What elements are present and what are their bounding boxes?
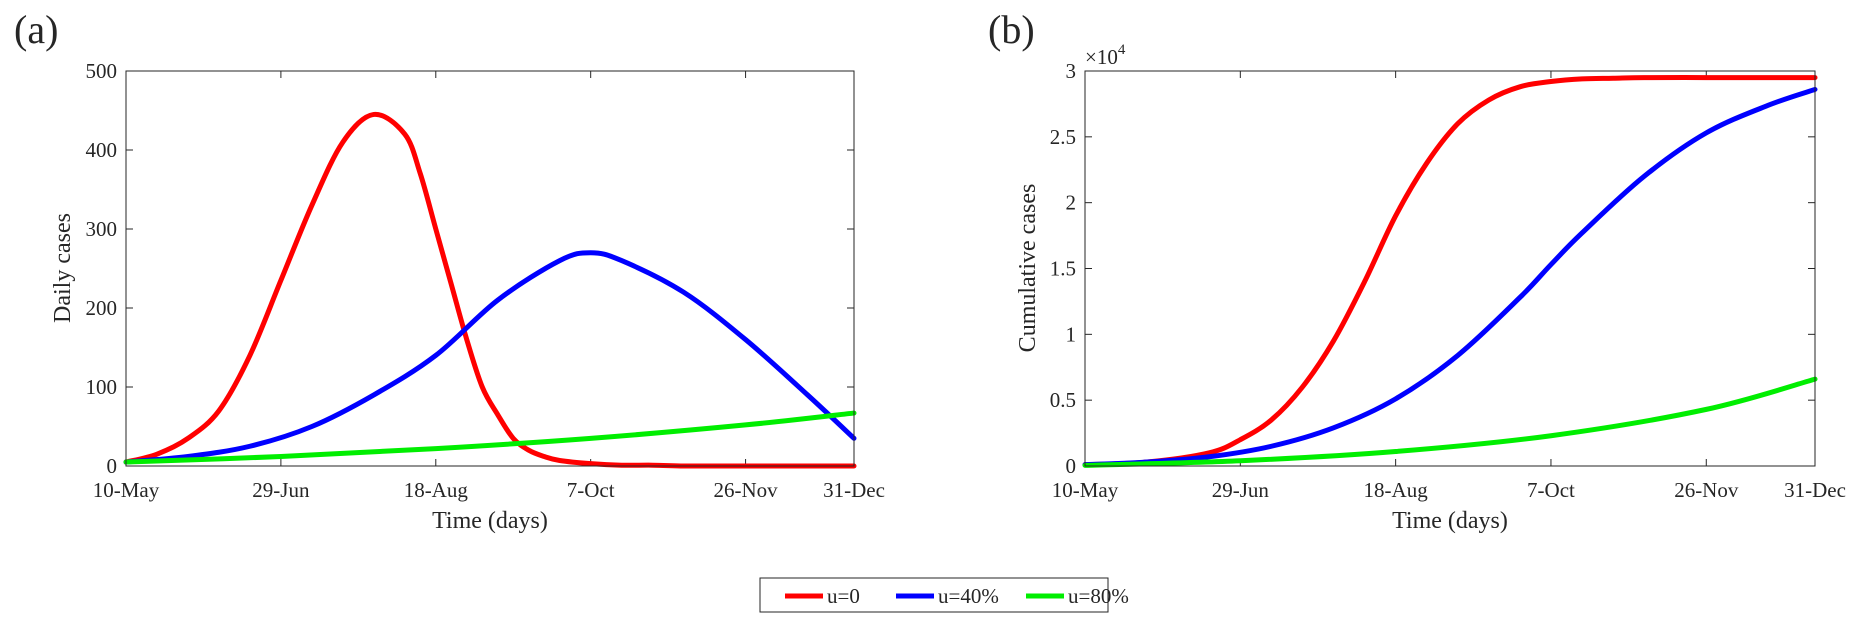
x-tick-label: 26-Nov [713, 478, 778, 502]
panel-b-series [1082, 75, 1818, 468]
panel-a-plot-area [125, 70, 855, 467]
y-tick-label: 1.5 [1050, 257, 1076, 281]
panel-a-x-ticks: 10-May 29-Jun 18-Aug 7-Oct 26-Nov 31-Dec [93, 71, 885, 502]
y-tick-label: 3 [1066, 59, 1077, 83]
panel-b-y-ticks: 0 0.5 1 1.5 2 2.5 3 [1050, 59, 1815, 478]
x-tick-label: 10-May [1052, 478, 1119, 502]
panel-b-x-ticks: 10-May 29-Jun 18-Aug 7-Oct 26-Nov 31-Dec [1052, 71, 1846, 502]
panel-b-label: (b) [988, 7, 1035, 52]
x-tick-label: 7-Oct [1527, 478, 1575, 502]
panel-b-cumulative-cases: (b) 10-May 29-Jun 18-Aug 7-Oct 26-Nov 31-Dec … [988, 7, 1846, 534]
legend: u=0 u=40% u=80% [759, 577, 1129, 613]
panel-a-label: (a) [14, 7, 58, 52]
x-tick-label: 18-Aug [1364, 478, 1429, 502]
panel-b-x-axis-label: Time (days) [1392, 508, 1508, 534]
series-line-u-80- [123, 410, 857, 465]
x-tick-label: 29-Jun [1212, 478, 1270, 502]
series-line-u-0 [123, 111, 857, 469]
series-line-u-40- [1082, 86, 1818, 468]
y-tick-label: 0.5 [1050, 388, 1076, 412]
legend-entry-label: u=80% [1068, 584, 1129, 608]
panel-a-series [123, 111, 857, 469]
legend-items: u=0 u=40% u=80% [785, 584, 1129, 608]
legend-entry-label: u=40% [938, 584, 999, 608]
y-tick-label: 2.5 [1050, 125, 1076, 149]
y-tick-label: 100 [86, 375, 118, 399]
panel-a-y-ticks: 0 100 200 300 400 500 [86, 59, 854, 478]
legend-entry-label: u=0 [827, 584, 860, 608]
x-tick-label: 7-Oct [567, 478, 615, 502]
x-tick-label: 26-Nov [1674, 478, 1739, 502]
x-tick-label: 31-Dec [1784, 478, 1846, 502]
panel-b-plot-area [1084, 70, 1816, 467]
x-tick-label: 18-Aug [404, 478, 469, 502]
panel-a-y-axis-label: Daily cases [50, 213, 76, 323]
y-tick-label: 0 [107, 454, 118, 478]
y-tick-label: 1 [1066, 322, 1077, 346]
y-tick-label: 300 [86, 217, 118, 241]
panel-a-daily-cases: (a) 10-May 29-Jun 18-Aug 7-Oct 26-Nov 31-Dec … [14, 7, 885, 534]
panel-b-y-exponent-base: ×10 [1085, 45, 1118, 69]
x-tick-label: 29-Jun [252, 478, 310, 502]
y-tick-label: 200 [86, 296, 118, 320]
panel-b-y-axis-label: Cumulative cases [1015, 184, 1041, 353]
panel-b-y-exponent: ×104 [1085, 42, 1126, 69]
x-tick-label: 10-May [93, 478, 160, 502]
series-line-u-40- [123, 250, 857, 465]
panel-a-x-axis-label: Time (days) [432, 508, 548, 534]
x-tick-label: 31-Dec [823, 478, 885, 502]
y-tick-label: 500 [86, 59, 118, 83]
y-tick-label: 400 [86, 138, 118, 162]
panel-b-y-exponent-power: 4 [1118, 42, 1126, 58]
series-line-u-80- [1082, 376, 1818, 468]
y-tick-label: 2 [1066, 191, 1077, 215]
series-line-u-0 [1082, 75, 1818, 468]
y-tick-label: 0 [1066, 454, 1077, 478]
